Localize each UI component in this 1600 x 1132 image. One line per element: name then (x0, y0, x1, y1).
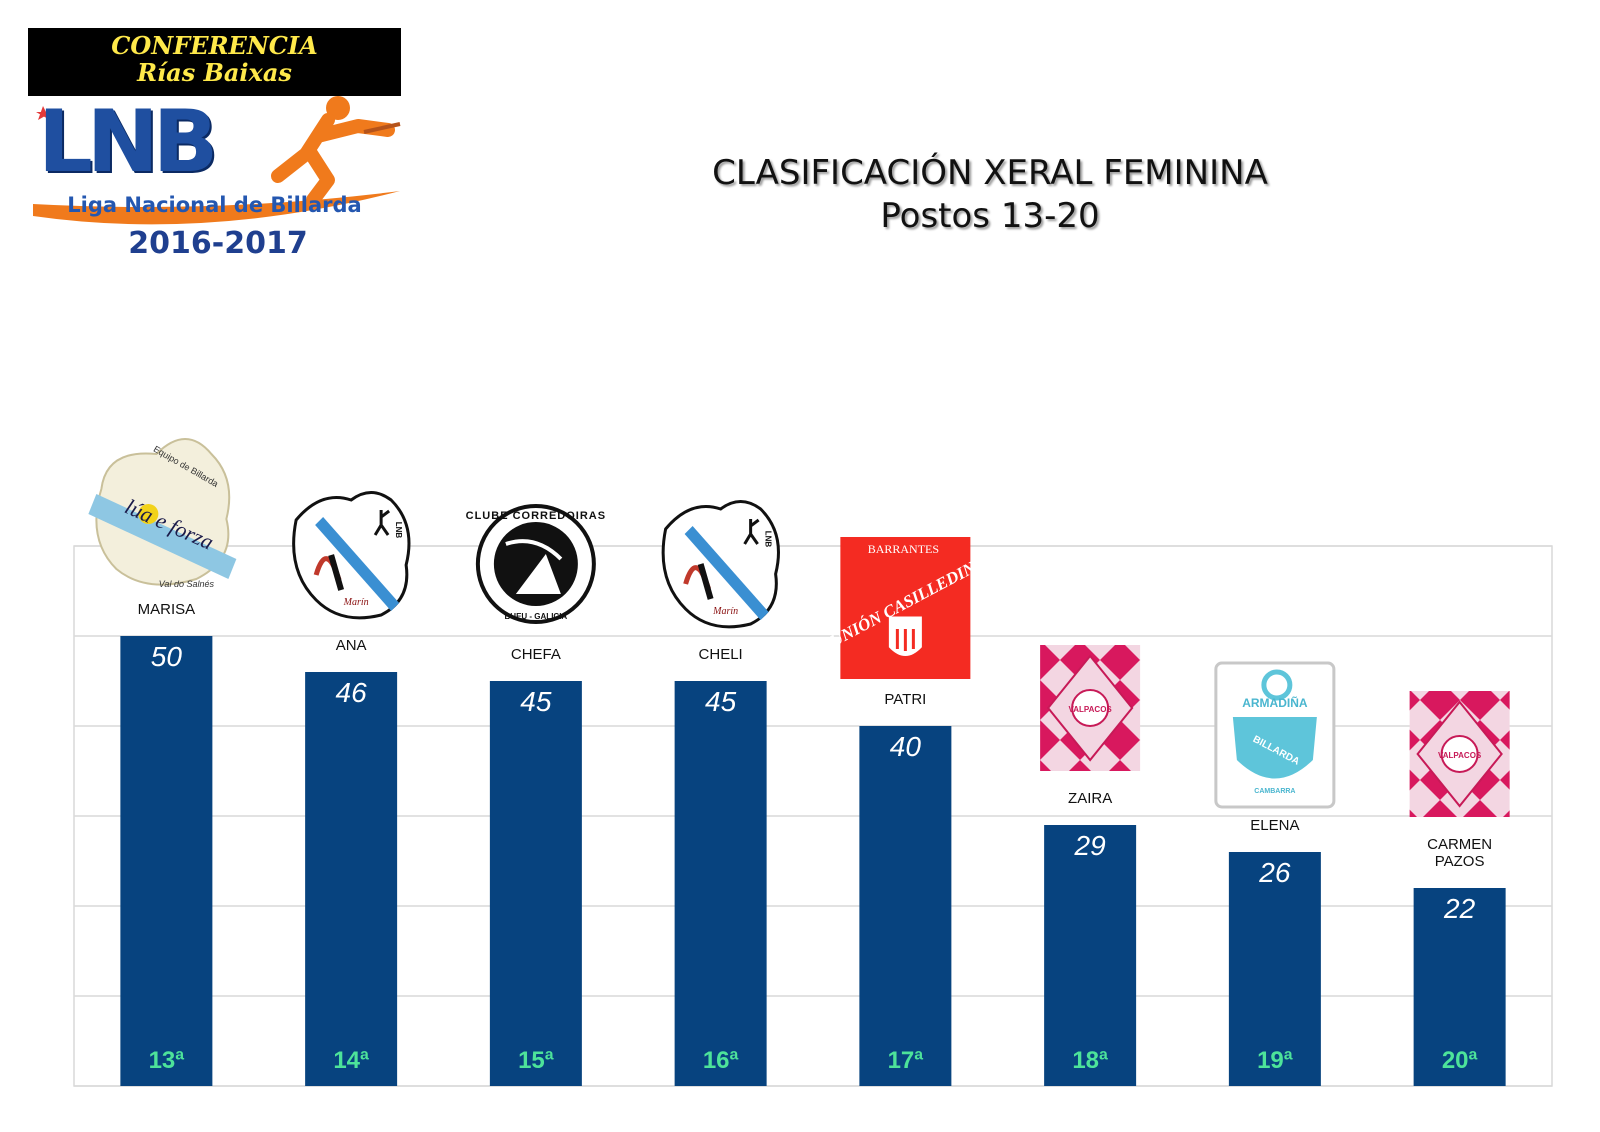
bar (674, 681, 767, 1086)
player-name-label: CHEFA (511, 646, 561, 663)
bars (120, 636, 1506, 1086)
bar-value-label: 26 (1258, 857, 1291, 888)
league-name: Liga Nacional de Billarda (67, 193, 362, 217)
club-logo-lnb-marin: Marín LNB (661, 500, 780, 629)
bar-value-label: 29 (1074, 830, 1106, 861)
player-name-label: ZAIRA (1068, 790, 1112, 807)
armadina-shield (1232, 717, 1317, 779)
sun-shape (138, 504, 159, 524)
lnb-logo: CONFERENCIA Rías Baixas LNB Liga Naciona… (28, 28, 408, 268)
bar-value-label: 46 (336, 677, 368, 708)
club-logo-lnb-marin: Marín LNB (292, 491, 411, 620)
bar (489, 681, 582, 1086)
rank-label: 20ª (1442, 1047, 1478, 1074)
blue-sash-shape (88, 494, 237, 579)
rank-label: 19ª (1257, 1047, 1293, 1074)
armadina-scroll-shape (1261, 669, 1293, 701)
bar (1044, 825, 1137, 1086)
player-name-label: CARMEN (1427, 836, 1492, 853)
valpacos-text: VALPACOS (1438, 751, 1482, 760)
barrantes-shield-stripes (895, 629, 915, 651)
bar-value-label: 45 (705, 686, 737, 717)
gridlines (73, 545, 1553, 1087)
marin-figure-shape (373, 509, 391, 536)
armadina-location: CAMBARRA (1254, 788, 1295, 795)
lua-e-forza-region: Val do Salnés (159, 579, 215, 589)
bar-value-label: 50 (151, 641, 183, 672)
valpacos-emblem (1440, 735, 1479, 773)
lnb-acronym: LNB (38, 92, 218, 192)
rank-label: 17ª (888, 1047, 924, 1074)
bar-value-label: 40 (890, 731, 922, 762)
chart-subtitle: Postos 13-20 (880, 196, 1100, 236)
conference-line2: Rías Baixas (137, 58, 292, 87)
marin-stick-shape (697, 563, 714, 600)
season-label: 2016-2017 (128, 226, 308, 261)
rank-label: 15ª (518, 1047, 554, 1074)
bar (1228, 852, 1321, 1086)
player-name-label: PAZOS (1435, 853, 1485, 870)
armadina-name: ARMADIÑA (1242, 695, 1308, 710)
corredoiras-bell-shape (515, 554, 561, 594)
bar-value-label: 22 (1443, 893, 1476, 924)
marin-stick-shape (328, 554, 345, 591)
marin-sash-shape (315, 517, 400, 611)
runner-emblem (33, 96, 401, 225)
club-logo-valpacos: VALPACOS (1409, 691, 1510, 817)
club-logo-valpacos: VALPACOS (1040, 645, 1141, 771)
marin-sash-shape (684, 526, 769, 620)
conference-line1: CONFERENCIA (111, 31, 318, 60)
marin-text: Marín (343, 597, 369, 608)
rank-label: 16ª (703, 1047, 739, 1074)
bar-value-label: 45 (520, 686, 552, 717)
player-name-label: ANA (336, 637, 367, 654)
player-name-label: ELENA (1250, 817, 1299, 834)
rank-label: 13ª (149, 1047, 185, 1074)
corredoiras-location: BUEU - GALICIA (505, 612, 568, 621)
chart-heading: CLASIFICACIÓN XERAL FEMININA Postos 13-2… (640, 152, 1340, 238)
bar (305, 672, 398, 1086)
corredoiras-name: CLUBE CORREDOIRAS (466, 510, 606, 522)
valpacos-text: VALPACOS (1068, 705, 1112, 714)
rank-label: 18ª (1072, 1047, 1108, 1074)
corredoiras-stick-shape (505, 539, 563, 561)
marin-figure-shape (743, 518, 760, 545)
rank-label: 14ª (333, 1047, 369, 1074)
conference-banner (28, 28, 401, 96)
valpacos-emblem (1071, 689, 1110, 727)
player-name-label: MARISA (138, 601, 196, 618)
barrantes-name: BARRANTES (868, 542, 939, 556)
club-logo-clube-corredoiras: CLUBE CORREDOIRAS BUEU - GALICIA (466, 504, 606, 624)
marin-lnb-text: LNB (394, 522, 403, 539)
marin-lnb-text: LNB (764, 531, 773, 548)
bar (1413, 888, 1506, 1086)
bar (120, 636, 213, 1086)
player-name-label: CHELI (699, 646, 743, 663)
conference-label: CONFERENCIA Rías Baixas (28, 32, 401, 86)
chart-title: CLASIFICACIÓN XERAL FEMININA (712, 153, 1268, 193)
player-name-label: PATRI (884, 691, 926, 708)
bar (859, 726, 952, 1086)
bar-labels: 50 13ª MARISA 46 14ª ANA 45 15ª CHEFA 45 16ª CHELI 4… (138, 601, 1493, 1074)
marin-text: Marín (712, 606, 738, 617)
